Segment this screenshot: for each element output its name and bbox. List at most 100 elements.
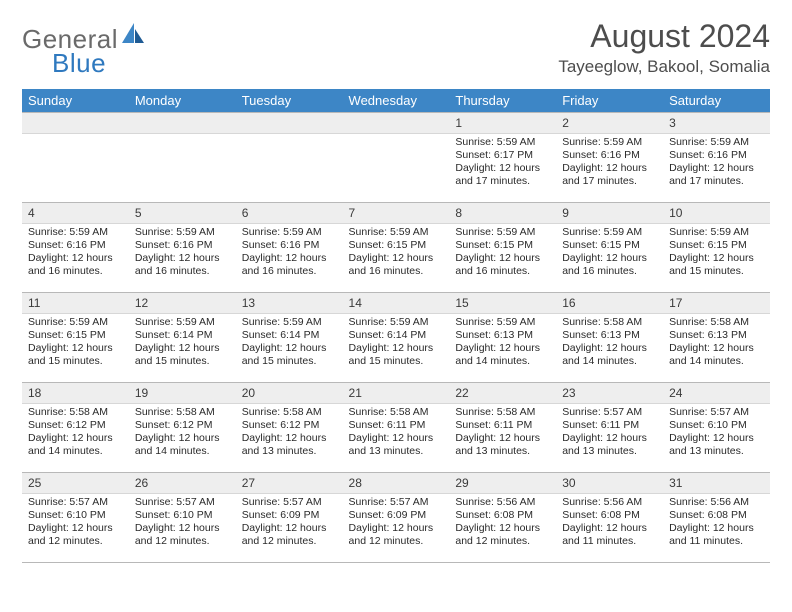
day-number: 16: [556, 293, 663, 314]
day-number: 22: [449, 383, 556, 404]
day-detail: Sunrise: 5:58 AMSunset: 6:12 PMDaylight:…: [236, 404, 343, 463]
sunrise-line: Sunrise: 5:59 AM: [669, 226, 764, 239]
daylight-line: Daylight: 12 hours and 17 minutes.: [669, 162, 764, 188]
sunrise-line: Sunrise: 5:58 AM: [669, 316, 764, 329]
calendar-day-cell: 3Sunrise: 5:59 AMSunset: 6:16 PMDaylight…: [663, 113, 770, 203]
calendar-day-cell: 26Sunrise: 5:57 AMSunset: 6:10 PMDayligh…: [129, 473, 236, 563]
day-detail: Sunrise: 5:59 AMSunset: 6:15 PMDaylight:…: [343, 224, 450, 283]
calendar-day-cell: 8Sunrise: 5:59 AMSunset: 6:15 PMDaylight…: [449, 203, 556, 293]
sunset-line: Sunset: 6:09 PM: [349, 509, 444, 522]
sunset-line: Sunset: 6:15 PM: [455, 239, 550, 252]
sunset-line: Sunset: 6:12 PM: [242, 419, 337, 432]
daylight-line: Daylight: 12 hours and 14 minutes.: [669, 342, 764, 368]
day-number: 27: [236, 473, 343, 494]
calendar-day-cell: 24Sunrise: 5:57 AMSunset: 6:10 PMDayligh…: [663, 383, 770, 473]
day-number: 8: [449, 203, 556, 224]
daylight-line: Daylight: 12 hours and 16 minutes.: [28, 252, 123, 278]
day-detail: Sunrise: 5:58 AMSunset: 6:11 PMDaylight:…: [449, 404, 556, 463]
sunrise-line: Sunrise: 5:57 AM: [242, 496, 337, 509]
calendar-day-cell: 11Sunrise: 5:59 AMSunset: 6:15 PMDayligh…: [22, 293, 129, 383]
sunrise-line: Sunrise: 5:59 AM: [455, 316, 550, 329]
sunrise-line: Sunrise: 5:59 AM: [562, 226, 657, 239]
calendar-day-cell: 23Sunrise: 5:57 AMSunset: 6:11 PMDayligh…: [556, 383, 663, 473]
sunrise-line: Sunrise: 5:57 AM: [562, 406, 657, 419]
day-number: 19: [129, 383, 236, 404]
sunrise-line: Sunrise: 5:58 AM: [455, 406, 550, 419]
day-detail: Sunrise: 5:59 AMSunset: 6:14 PMDaylight:…: [343, 314, 450, 373]
calendar-week-row: 18Sunrise: 5:58 AMSunset: 6:12 PMDayligh…: [22, 383, 770, 473]
day-number: 24: [663, 383, 770, 404]
day-number: 14: [343, 293, 450, 314]
day-detail: Sunrise: 5:59 AMSunset: 6:15 PMDaylight:…: [556, 224, 663, 283]
day-number-empty: [22, 113, 129, 134]
sunrise-line: Sunrise: 5:57 AM: [135, 496, 230, 509]
daylight-line: Daylight: 12 hours and 15 minutes.: [28, 342, 123, 368]
calendar-day-cell: 15Sunrise: 5:59 AMSunset: 6:13 PMDayligh…: [449, 293, 556, 383]
logo-sail-icon: [122, 23, 146, 50]
calendar-day-cell: 30Sunrise: 5:56 AMSunset: 6:08 PMDayligh…: [556, 473, 663, 563]
day-number: 13: [236, 293, 343, 314]
daylight-line: Daylight: 12 hours and 13 minutes.: [562, 432, 657, 458]
sunset-line: Sunset: 6:15 PM: [28, 329, 123, 342]
daylight-line: Daylight: 12 hours and 13 minutes.: [242, 432, 337, 458]
day-detail: Sunrise: 5:59 AMSunset: 6:15 PMDaylight:…: [663, 224, 770, 283]
sunrise-line: Sunrise: 5:59 AM: [349, 316, 444, 329]
day-number: 25: [22, 473, 129, 494]
sunset-line: Sunset: 6:15 PM: [669, 239, 764, 252]
day-detail: Sunrise: 5:59 AMSunset: 6:16 PMDaylight:…: [556, 134, 663, 193]
sunrise-line: Sunrise: 5:59 AM: [455, 226, 550, 239]
day-number: 5: [129, 203, 236, 224]
day-detail: Sunrise: 5:59 AMSunset: 6:15 PMDaylight:…: [449, 224, 556, 283]
month-title: August 2024: [558, 18, 770, 55]
sunset-line: Sunset: 6:15 PM: [562, 239, 657, 252]
daylight-line: Daylight: 12 hours and 11 minutes.: [669, 522, 764, 548]
day-detail: Sunrise: 5:58 AMSunset: 6:13 PMDaylight:…: [556, 314, 663, 373]
day-detail: Sunrise: 5:59 AMSunset: 6:14 PMDaylight:…: [129, 314, 236, 373]
day-number: 18: [22, 383, 129, 404]
day-header: Tuesday: [236, 89, 343, 113]
daylight-line: Daylight: 12 hours and 15 minutes.: [135, 342, 230, 368]
day-number: 15: [449, 293, 556, 314]
day-detail: Sunrise: 5:56 AMSunset: 6:08 PMDaylight:…: [663, 494, 770, 553]
daylight-line: Daylight: 12 hours and 12 minutes.: [349, 522, 444, 548]
day-detail: Sunrise: 5:59 AMSunset: 6:16 PMDaylight:…: [236, 224, 343, 283]
calendar-day-cell: 4Sunrise: 5:59 AMSunset: 6:16 PMDaylight…: [22, 203, 129, 293]
sunset-line: Sunset: 6:09 PM: [242, 509, 337, 522]
sunset-line: Sunset: 6:08 PM: [669, 509, 764, 522]
calendar-day-cell: 28Sunrise: 5:57 AMSunset: 6:09 PMDayligh…: [343, 473, 450, 563]
day-number: 7: [343, 203, 450, 224]
sunrise-line: Sunrise: 5:59 AM: [242, 226, 337, 239]
daylight-line: Daylight: 12 hours and 12 minutes.: [135, 522, 230, 548]
sunset-line: Sunset: 6:08 PM: [562, 509, 657, 522]
sunrise-line: Sunrise: 5:58 AM: [562, 316, 657, 329]
sunset-line: Sunset: 6:12 PM: [135, 419, 230, 432]
sunrise-line: Sunrise: 5:57 AM: [669, 406, 764, 419]
day-detail: Sunrise: 5:59 AMSunset: 6:17 PMDaylight:…: [449, 134, 556, 193]
calendar-day-cell: 10Sunrise: 5:59 AMSunset: 6:15 PMDayligh…: [663, 203, 770, 293]
sunrise-line: Sunrise: 5:59 AM: [669, 136, 764, 149]
daylight-line: Daylight: 12 hours and 12 minutes.: [242, 522, 337, 548]
calendar-day-cell: [129, 113, 236, 203]
daylight-line: Daylight: 12 hours and 17 minutes.: [455, 162, 550, 188]
day-number: 2: [556, 113, 663, 134]
day-number-empty: [343, 113, 450, 134]
sunset-line: Sunset: 6:16 PM: [28, 239, 123, 252]
sunset-line: Sunset: 6:11 PM: [562, 419, 657, 432]
sunrise-line: Sunrise: 5:57 AM: [349, 496, 444, 509]
sunrise-line: Sunrise: 5:57 AM: [28, 496, 123, 509]
day-number: 1: [449, 113, 556, 134]
day-number: 3: [663, 113, 770, 134]
day-detail: Sunrise: 5:57 AMSunset: 6:11 PMDaylight:…: [556, 404, 663, 463]
calendar-head: SundayMondayTuesdayWednesdayThursdayFrid…: [22, 89, 770, 113]
sunset-line: Sunset: 6:14 PM: [242, 329, 337, 342]
day-header: Friday: [556, 89, 663, 113]
daylight-line: Daylight: 12 hours and 16 minutes.: [562, 252, 657, 278]
calendar-page: General August 2024 Tayeeglow, Bakool, S…: [0, 0, 792, 612]
day-detail: Sunrise: 5:57 AMSunset: 6:10 PMDaylight:…: [129, 494, 236, 553]
day-number: 21: [343, 383, 450, 404]
sunset-line: Sunset: 6:13 PM: [669, 329, 764, 342]
sunset-line: Sunset: 6:10 PM: [28, 509, 123, 522]
day-detail: Sunrise: 5:57 AMSunset: 6:09 PMDaylight:…: [236, 494, 343, 553]
day-number-empty: [129, 113, 236, 134]
calendar-table: SundayMondayTuesdayWednesdayThursdayFrid…: [22, 89, 770, 563]
